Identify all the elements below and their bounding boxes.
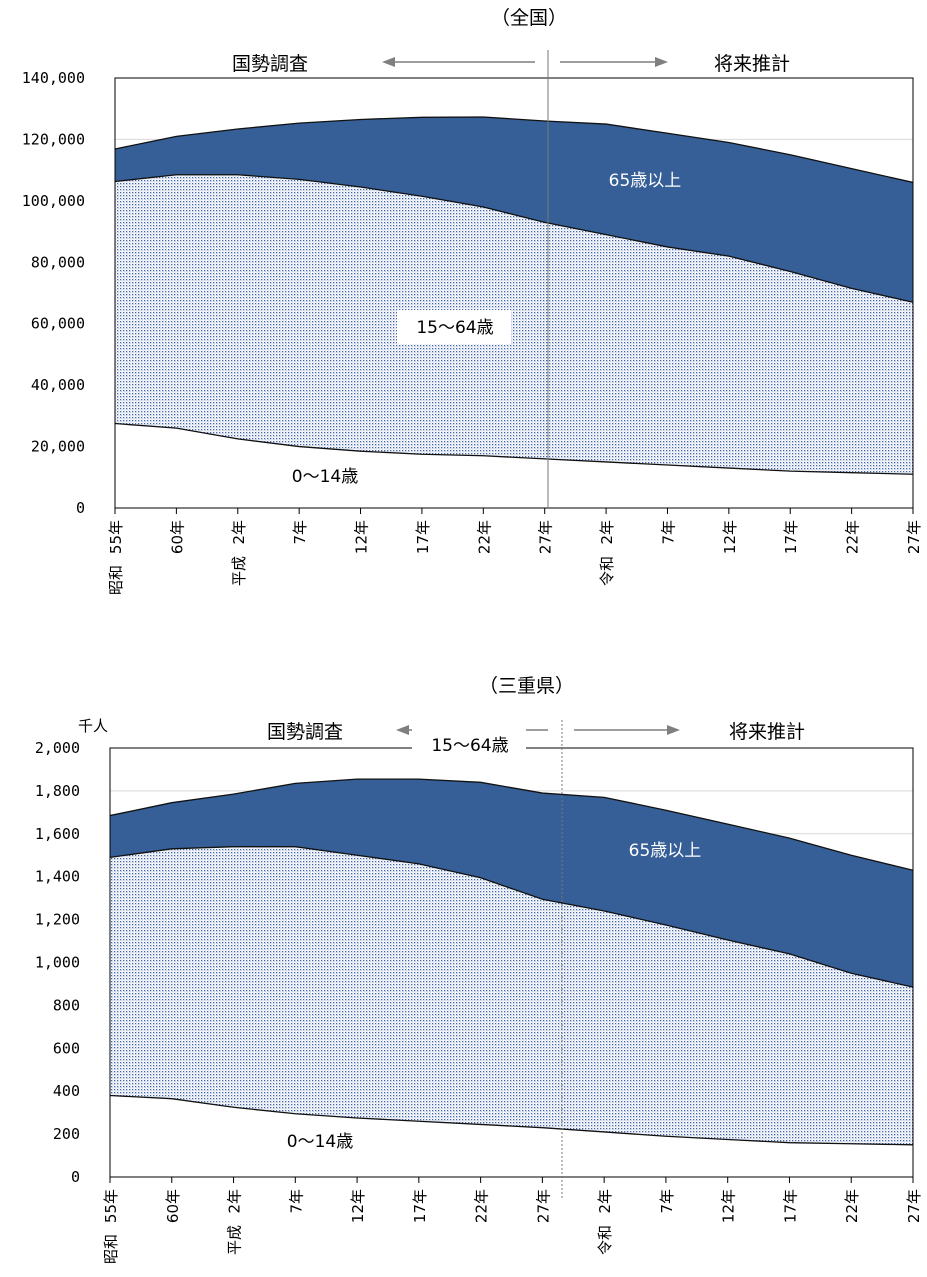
x-tick-label: 17年 [414, 520, 432, 554]
x-tick-label: 12年 [721, 520, 739, 554]
x-tick-label: 7年 [287, 1189, 305, 1214]
x-tick-label: 55年 [102, 1189, 120, 1223]
projection-header: 将来推計 [714, 53, 790, 75]
y-tick-label: 1,800 [35, 782, 80, 800]
area-0-14 [115, 423, 913, 508]
x-tick-label: 2年 [230, 520, 248, 545]
x-tick-label: 22年 [475, 520, 493, 554]
x-tick-label: 27年 [537, 520, 555, 554]
y-tick-label: 1,000 [35, 954, 80, 972]
series-line-0 [114, 422, 914, 475]
census-header: 国勢調査 [267, 721, 343, 743]
y-tick-label: 60,000 [31, 315, 85, 333]
y-tick-label: 120,000 [22, 130, 85, 148]
x-tick-label: 22年 [473, 1189, 491, 1223]
label-15-64: 15～64歳 [431, 736, 508, 756]
era-label: 平成 [230, 556, 248, 586]
census-header-bg [225, 50, 320, 76]
x-tick-label: 7年 [291, 520, 309, 545]
projection-header-bg [712, 718, 822, 744]
era-label: 昭和 [107, 565, 125, 595]
era-label: 令和 [596, 1225, 614, 1255]
y-tick-label: 400 [53, 1082, 80, 1100]
census-header: 国勢調査 [232, 53, 308, 75]
x-tick-label: 7年 [658, 1189, 676, 1214]
y-tick-label: 0 [76, 499, 85, 517]
series-line-0 [109, 1094, 914, 1146]
x-tick-label: 12年 [353, 520, 371, 554]
projection-header: 将来推計 [729, 721, 805, 743]
era-label: 令和 [598, 556, 616, 586]
census-arrow-head [382, 57, 395, 67]
chart-1: 2,000 1,800 1,600 1,400 1,200 1,000 800 600 400 2… [35, 675, 923, 1264]
area-15-64 [110, 846, 913, 1145]
label-0-14: 0～14歳 [292, 467, 358, 487]
x-tick-label: 27年 [534, 1189, 552, 1223]
x-tick-label: 2年 [226, 1189, 244, 1214]
era-label: 平成 [226, 1225, 244, 1255]
census-header-bg [260, 718, 355, 744]
x-tick-label: 17年 [411, 1189, 429, 1223]
y-tick-label: 800 [53, 996, 80, 1014]
x-tick-label: 17年 [781, 1189, 799, 1223]
chart-0: 140,000 120,000 100,000 80,000 60,000 40,000 2… [22, 7, 923, 595]
plot-border [114, 77, 914, 509]
y-tick-label: 100,000 [22, 192, 85, 210]
x-tick-label: 2年 [598, 520, 616, 545]
series-line-1 [114, 174, 914, 303]
x-tick-label: 2年 [596, 1189, 614, 1214]
y-tick-label: 1,600 [35, 825, 80, 843]
y-tick-label: 20,000 [31, 438, 85, 456]
x-tick-label: 27年 [905, 1189, 923, 1223]
area-0-14 [110, 1095, 913, 1177]
x-tick-label: 60年 [168, 520, 186, 554]
x-tick-label: 22年 [843, 1189, 861, 1223]
projection-header-bg [697, 50, 807, 76]
label-0-14: 0～14歳 [287, 1132, 353, 1152]
x-tick-label: 55年 [107, 520, 125, 554]
chart-title: （三重県） [479, 675, 574, 697]
x-tick-label: 27年 [905, 520, 923, 554]
y-tick-label: 1,200 [35, 911, 80, 929]
y-tick-label: 140,000 [22, 69, 85, 87]
chart-title: （全国） [491, 7, 567, 29]
y-tick-label: 1,400 [35, 868, 80, 886]
area-65-plus [110, 779, 913, 988]
label-65-plus: 65歳以上 [609, 171, 682, 191]
x-tick-label: 17年 [782, 520, 800, 554]
unit-label: 千人 [78, 717, 108, 735]
series-line-2 [114, 116, 914, 184]
series-line-2 [109, 778, 914, 871]
era-label: 昭和 [102, 1234, 120, 1264]
y-tick-label: 80,000 [31, 253, 85, 271]
x-tick-label: 7年 [659, 520, 677, 545]
x-tick-label: 60年 [164, 1189, 182, 1223]
x-tick-label: 12年 [349, 1189, 367, 1223]
y-tick-label: 600 [53, 1039, 80, 1057]
x-tick-label: 12年 [720, 1189, 738, 1223]
projection-arrow-head [667, 725, 680, 735]
x-tick-label: 22年 [844, 520, 862, 554]
area-65-plus [115, 117, 913, 303]
area-15-64 [115, 174, 913, 475]
label-15-64: 15～64歳 [416, 318, 493, 338]
y-tick-label: 2,000 [35, 739, 80, 757]
label-15-64-bg [412, 728, 526, 762]
label-65-plus: 65歳以上 [629, 841, 702, 861]
label-15-64-bg [397, 310, 511, 344]
census-arrow-head [396, 725, 409, 735]
y-tick-label: 40,000 [31, 376, 85, 394]
y-tick-label: 0 [71, 1168, 80, 1186]
series-line-1 [109, 846, 914, 988]
projection-arrow-head [655, 57, 668, 67]
y-tick-label: 200 [53, 1125, 80, 1143]
